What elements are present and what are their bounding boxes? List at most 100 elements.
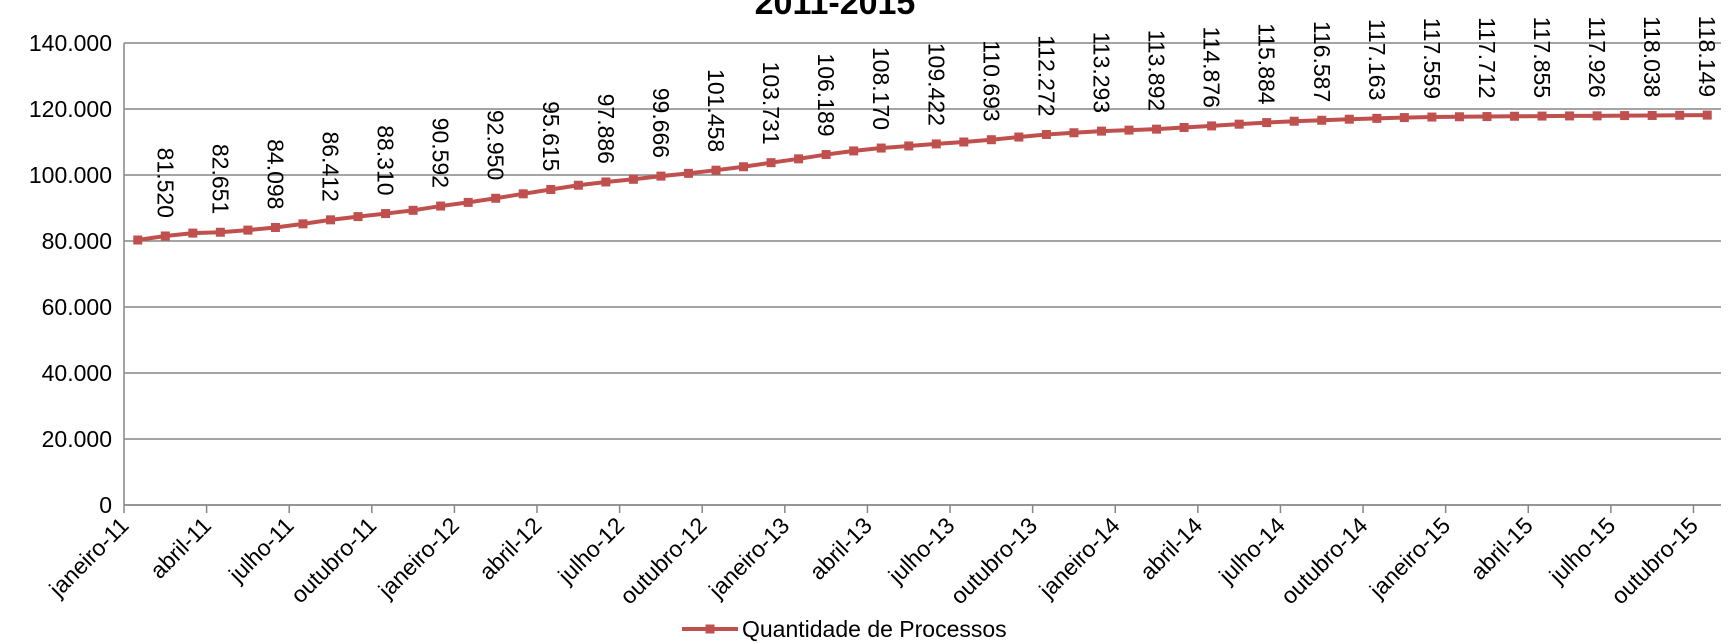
data-label: 118.149 [1694, 16, 1720, 97]
x-tick-label: janeiro-11 [43, 512, 133, 602]
marker [1372, 113, 1382, 123]
x-tick-label: julho-13 [883, 512, 960, 589]
x-tick-label: janeiro-13 [703, 512, 794, 603]
y-tick-label: 120.000 [29, 96, 112, 122]
x-tick-label: janeiro-14 [1033, 512, 1125, 604]
marker [188, 228, 198, 238]
data-label: 86.412 [318, 131, 344, 201]
data-label: 90.592 [428, 118, 454, 188]
x-tick-label: abril-14 [1135, 512, 1208, 585]
series-line [137, 113, 1708, 242]
data-label: 110.693 [978, 40, 1004, 121]
marker [518, 189, 528, 199]
marker [1179, 122, 1189, 132]
x-tick-label: julho-12 [552, 512, 629, 589]
marker [326, 215, 336, 225]
marker [1482, 112, 1492, 122]
marker [986, 135, 996, 145]
marker [1344, 114, 1354, 124]
data-label: 92.950 [483, 110, 509, 180]
y-tick-label: 140.000 [29, 30, 112, 56]
marker [1041, 130, 1051, 140]
marker [656, 171, 666, 181]
marker [931, 139, 941, 149]
marker [1234, 119, 1244, 129]
marker [215, 227, 225, 237]
marker [1675, 110, 1685, 120]
data-label: 115.884 [1254, 23, 1280, 105]
x-tick-label: abril-15 [1465, 512, 1538, 585]
y-tick-label: 100.000 [29, 162, 112, 188]
data-label: 114.876 [1199, 26, 1225, 107]
data-label: 97.886 [593, 94, 619, 164]
marker [1096, 126, 1106, 136]
data-label: 81.520 [152, 148, 178, 218]
marker [766, 158, 776, 168]
data-label: 117.926 [1584, 16, 1610, 97]
marker [270, 222, 280, 232]
marker [1124, 125, 1134, 135]
marker [601, 177, 611, 187]
x-tick-label: outubro-14 [1276, 512, 1373, 609]
data-label: 103.731 [758, 62, 784, 145]
marker [1399, 113, 1409, 123]
x-tick-label: julho-14 [1213, 512, 1290, 589]
marker [821, 150, 831, 160]
marker [160, 231, 170, 241]
data-label: 118.038 [1639, 16, 1665, 97]
y-tick-label: 40.000 [42, 360, 112, 386]
marker [1014, 132, 1024, 142]
marker [1702, 110, 1712, 120]
x-tick-label: julho-11 [223, 512, 299, 588]
data-label: 113.293 [1088, 32, 1114, 113]
y-tick-label: 60.000 [42, 294, 112, 320]
marker [1427, 112, 1437, 122]
marker [491, 193, 501, 203]
x-tick-label: julho-15 [1543, 512, 1620, 589]
marker [1647, 110, 1657, 120]
data-label: 106.189 [813, 53, 839, 136]
marker [408, 205, 418, 215]
marker [959, 137, 969, 147]
data-label: 117.163 [1364, 19, 1390, 100]
marker [381, 209, 391, 219]
data-label: 113.892 [1144, 30, 1170, 111]
marker [243, 225, 253, 235]
marker [133, 235, 143, 245]
data-label: 84.098 [262, 139, 288, 209]
data-label: 108.170 [868, 47, 894, 130]
x-tick-label: abril-12 [474, 512, 547, 585]
marker [1620, 111, 1630, 121]
x-tick-label: janeiro-12 [373, 512, 464, 603]
marker [1317, 115, 1327, 125]
data-label: 82.651 [207, 144, 233, 214]
marker [1509, 111, 1519, 121]
marker [298, 219, 308, 229]
data-label: 101.458 [703, 69, 729, 152]
data-label: 117.855 [1529, 17, 1555, 98]
marker [1565, 111, 1575, 121]
marker [463, 197, 473, 207]
marker [573, 180, 583, 190]
data-label: 117.712 [1474, 17, 1500, 98]
marker [546, 184, 556, 194]
data-label: 95.615 [538, 101, 564, 171]
data-label: 99.666 [648, 88, 674, 158]
data-label: 88.310 [373, 125, 399, 195]
marker [711, 165, 721, 175]
marker [1592, 111, 1602, 121]
x-tick-label: outubro-12 [615, 512, 712, 609]
x-tick-label: janeiro-15 [1364, 512, 1455, 603]
marker [739, 162, 749, 172]
x-tick-label: outubro-15 [1606, 512, 1703, 609]
data-label: 117.559 [1419, 18, 1445, 99]
legend-marker [705, 624, 715, 634]
y-tick-label: 20.000 [42, 426, 112, 452]
marker [876, 143, 886, 153]
x-tick-label: outubro-13 [945, 512, 1042, 609]
marker [1152, 124, 1162, 134]
marker [904, 141, 914, 151]
marker [794, 154, 804, 164]
marker [683, 168, 693, 178]
marker [1289, 116, 1299, 126]
